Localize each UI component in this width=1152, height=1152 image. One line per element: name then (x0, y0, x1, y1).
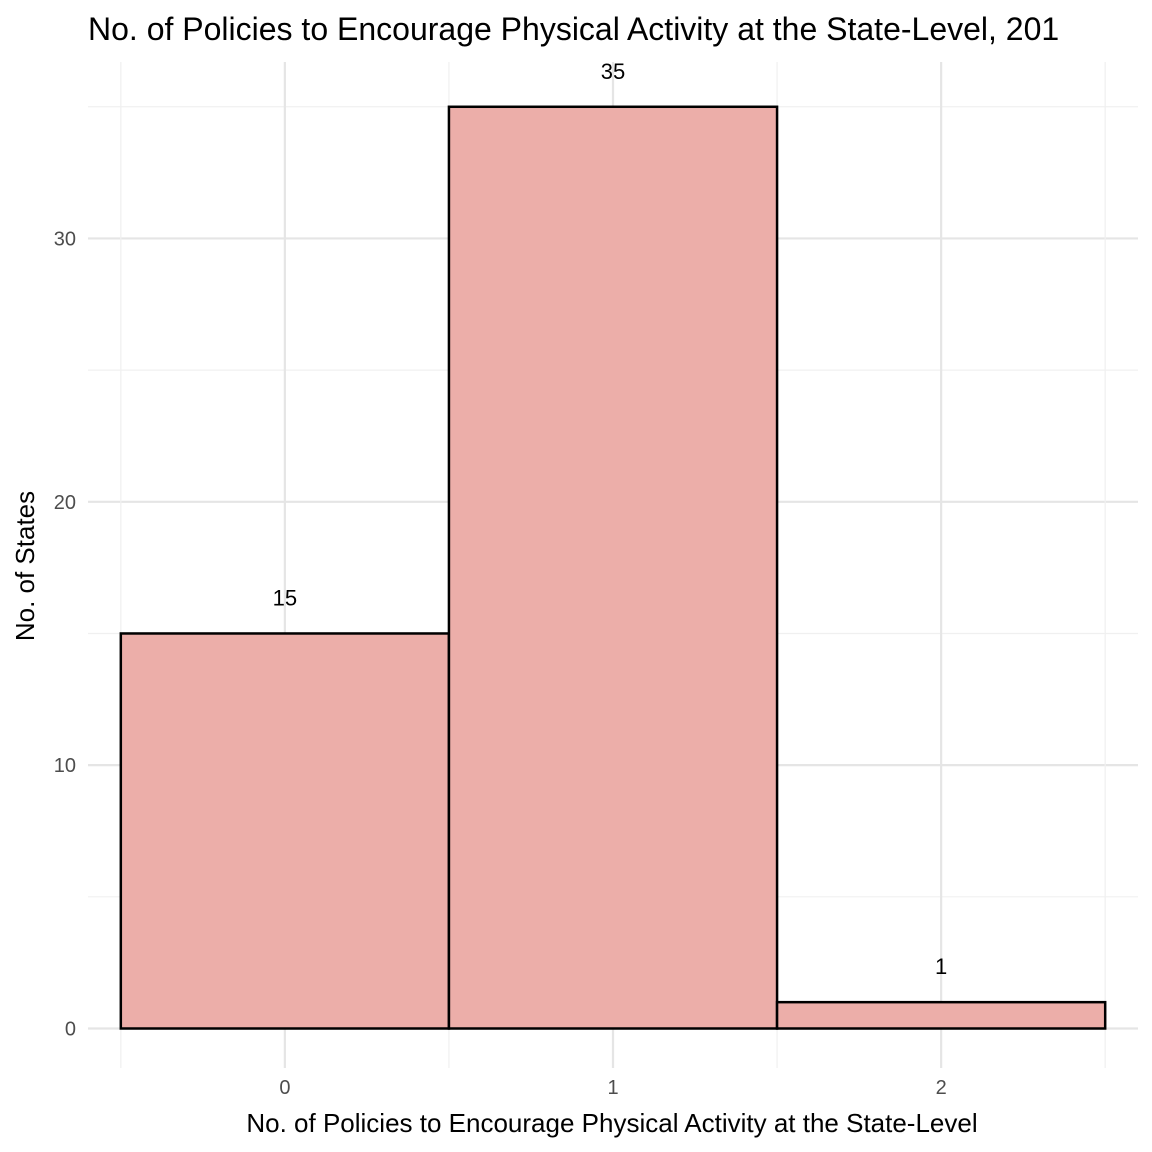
y-axis-title: No. of States (10, 491, 40, 641)
chart-title: No. of Policies to Encourage Physical Ac… (88, 11, 1059, 47)
y-tick-label: 0 (65, 1018, 76, 1040)
tick-labels: 0 10 20 30 0 1 2 (54, 228, 947, 1099)
y-tick-label: 30 (54, 228, 76, 250)
bar-0 (119, 632, 451, 1030)
data-labels: 15 35 1 (273, 59, 948, 979)
x-axis-title: No. of Policies to Encourage Physical Ac… (246, 1108, 977, 1138)
bar-1 (447, 105, 779, 1030)
data-label-1: 35 (601, 59, 625, 84)
x-tick-label: 1 (607, 1077, 618, 1099)
y-tick-label: 20 (54, 492, 76, 514)
x-tick-label: 2 (936, 1077, 947, 1099)
bars (119, 105, 1107, 1030)
x-tick-label: 0 (279, 1077, 290, 1099)
data-label-2: 1 (935, 954, 947, 979)
y-tick-label: 10 (54, 755, 76, 777)
data-label-0: 15 (273, 585, 297, 610)
bar-2 (775, 1000, 1107, 1030)
